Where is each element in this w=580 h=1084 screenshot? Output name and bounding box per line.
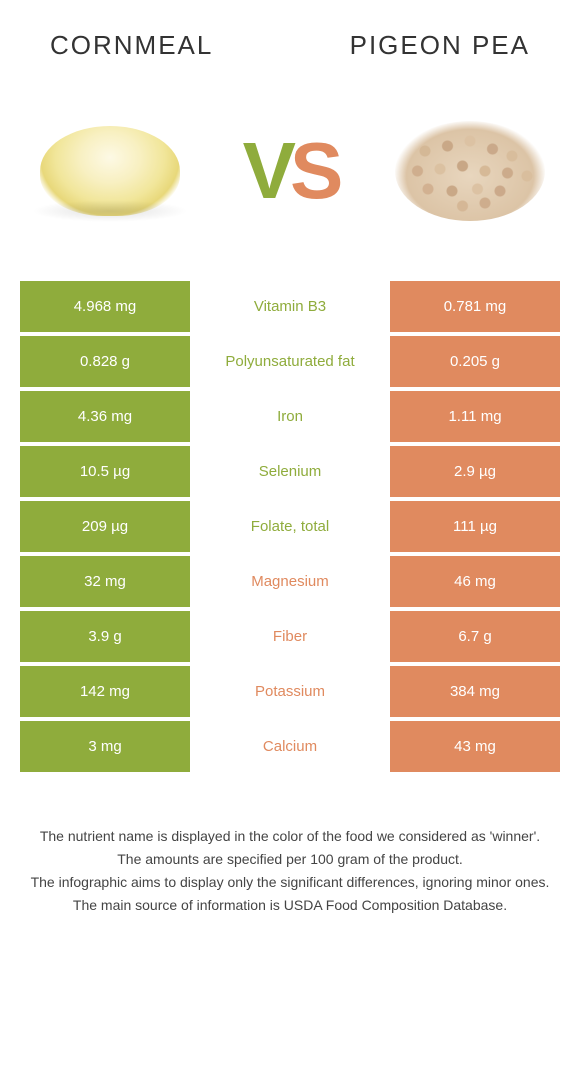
value-left: 142 mg: [20, 666, 190, 717]
table-row: 3 mgCalcium43 mg: [20, 721, 560, 772]
nutrient-label: Vitamin B3: [190, 281, 390, 332]
value-left: 4.968 mg: [20, 281, 190, 332]
header: Cornmeal Pigeon pea: [0, 0, 580, 71]
nutrient-label: Folate, total: [190, 501, 390, 552]
value-right: 0.781 mg: [390, 281, 560, 332]
footer-line: The amounts are specified per 100 gram o…: [20, 849, 560, 870]
value-right: 43 mg: [390, 721, 560, 772]
nutrient-label: Calcium: [190, 721, 390, 772]
table-row: 32 mgMagnesium46 mg: [20, 556, 560, 607]
vs-label: V S: [243, 125, 338, 217]
nutrient-label: Iron: [190, 391, 390, 442]
nutrient-table: 4.968 mgVitamin B30.781 mg0.828 gPolyuns…: [0, 281, 580, 772]
title-left: Cornmeal: [50, 30, 213, 61]
value-right: 46 mg: [390, 556, 560, 607]
vs-v: V: [243, 125, 290, 217]
value-left: 209 µg: [20, 501, 190, 552]
title-right: Pigeon pea: [350, 30, 530, 61]
table-row: 10.5 µgSelenium2.9 µg: [20, 446, 560, 497]
value-right: 1.11 mg: [390, 391, 560, 442]
footer-line: The main source of information is USDA F…: [20, 895, 560, 916]
value-right: 384 mg: [390, 666, 560, 717]
nutrient-label: Potassium: [190, 666, 390, 717]
table-row: 3.9 gFiber6.7 g: [20, 611, 560, 662]
table-row: 4.36 mgIron1.11 mg: [20, 391, 560, 442]
nutrient-label: Selenium: [190, 446, 390, 497]
image-row: V S: [0, 71, 580, 281]
value-right: 2.9 µg: [390, 446, 560, 497]
cornmeal-image: [30, 111, 190, 231]
table-row: 0.828 gPolyunsaturated fat0.205 g: [20, 336, 560, 387]
value-left: 4.36 mg: [20, 391, 190, 442]
nutrient-label: Magnesium: [190, 556, 390, 607]
table-row: 209 µgFolate, total111 µg: [20, 501, 560, 552]
value-left: 3 mg: [20, 721, 190, 772]
vs-s: S: [290, 125, 337, 217]
value-left: 3.9 g: [20, 611, 190, 662]
value-left: 10.5 µg: [20, 446, 190, 497]
nutrient-label: Fiber: [190, 611, 390, 662]
value-right: 6.7 g: [390, 611, 560, 662]
value-left: 32 mg: [20, 556, 190, 607]
value-right: 111 µg: [390, 501, 560, 552]
footer-line: The nutrient name is displayed in the co…: [20, 826, 560, 847]
footer-notes: The nutrient name is displayed in the co…: [0, 776, 580, 916]
value-right: 0.205 g: [390, 336, 560, 387]
table-row: 142 mgPotassium384 mg: [20, 666, 560, 717]
footer-line: The infographic aims to display only the…: [20, 872, 560, 893]
table-row: 4.968 mgVitamin B30.781 mg: [20, 281, 560, 332]
nutrient-label: Polyunsaturated fat: [190, 336, 390, 387]
pigeon-pea-image: [390, 111, 550, 231]
value-left: 0.828 g: [20, 336, 190, 387]
